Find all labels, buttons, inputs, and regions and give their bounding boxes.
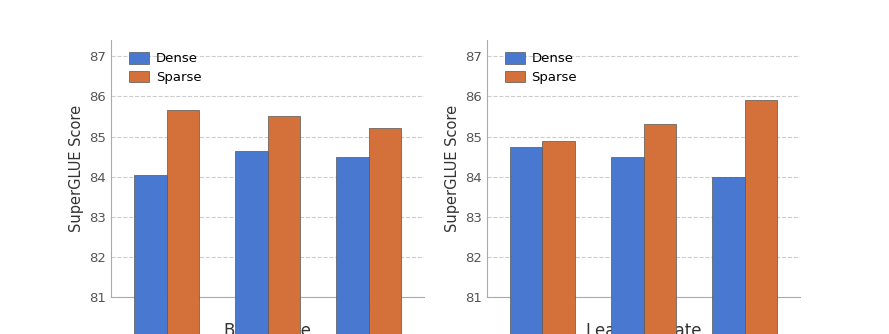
Bar <box>268 117 300 334</box>
Bar <box>369 129 401 334</box>
Bar <box>745 100 777 334</box>
Bar <box>336 157 369 334</box>
Legend: Dense, Sparse: Dense, Sparse <box>124 47 206 90</box>
Bar <box>134 175 167 334</box>
Bar <box>542 141 575 334</box>
Bar <box>612 157 644 334</box>
Y-axis label: SuperGLUE Score: SuperGLUE Score <box>444 105 460 232</box>
Bar <box>167 111 199 334</box>
Bar <box>510 147 542 334</box>
Y-axis label: SuperGLUE Score: SuperGLUE Score <box>68 105 84 232</box>
X-axis label: Learning Rate: Learning Rate <box>586 322 701 334</box>
Bar <box>236 151 268 334</box>
X-axis label: Batch Size: Batch Size <box>224 322 311 334</box>
Bar <box>644 125 676 334</box>
Legend: Dense, Sparse: Dense, Sparse <box>500 47 582 90</box>
Bar <box>712 177 745 334</box>
